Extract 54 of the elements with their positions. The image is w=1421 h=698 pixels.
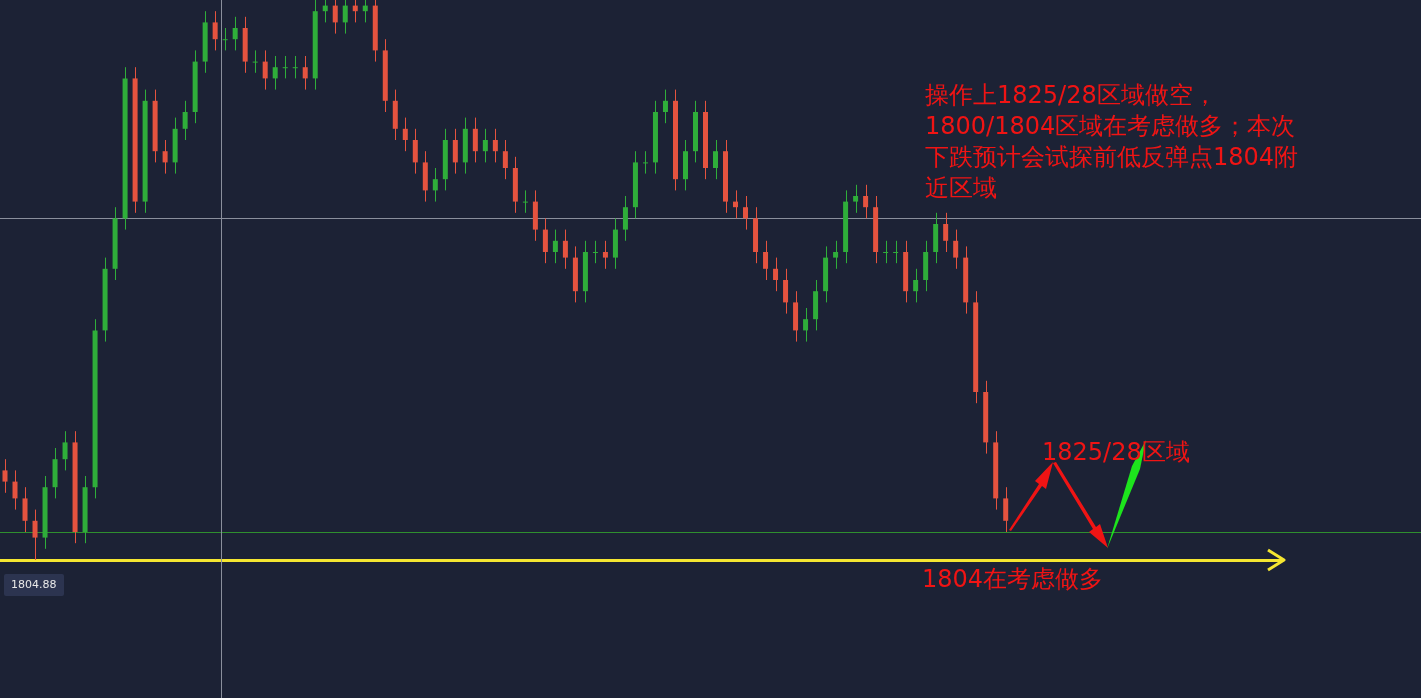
candlestick bbox=[743, 195, 749, 231]
candlestick bbox=[262, 49, 268, 91]
candlestick bbox=[592, 240, 598, 264]
candlestick bbox=[342, 0, 348, 35]
candlestick bbox=[452, 128, 458, 175]
annotation: 操作上1825/28区域做空，1800/1804区域在考虑做多；本次下跌预计会试探前低反弹点1804附近区域 bbox=[925, 80, 1300, 204]
candlestick bbox=[763, 240, 769, 281]
candlestick bbox=[272, 55, 278, 91]
candlestick bbox=[292, 55, 298, 79]
candlestick bbox=[402, 117, 408, 152]
candlestick bbox=[22, 486, 28, 533]
candlestick bbox=[863, 184, 869, 219]
candlestick bbox=[212, 10, 218, 51]
candlestick bbox=[332, 0, 338, 35]
candlestick bbox=[542, 217, 548, 264]
candlestick bbox=[282, 55, 288, 79]
candlestick bbox=[472, 117, 478, 163]
candlestick bbox=[302, 55, 308, 91]
candlestick bbox=[432, 167, 438, 203]
candlestick bbox=[602, 240, 608, 270]
candlestick bbox=[883, 240, 889, 264]
candlestick bbox=[893, 240, 899, 264]
candlestick bbox=[1003, 486, 1009, 533]
candlestick bbox=[12, 469, 18, 511]
candlestick bbox=[913, 268, 919, 303]
candlestick bbox=[252, 49, 258, 74]
candlestick bbox=[412, 128, 418, 175]
annotation: 1825/28区域 bbox=[1042, 437, 1190, 468]
candlestick bbox=[502, 139, 508, 180]
candlestick bbox=[642, 150, 648, 175]
candlestick bbox=[803, 307, 809, 343]
candlestick bbox=[943, 212, 949, 253]
candlestick bbox=[562, 229, 568, 270]
candlestick bbox=[232, 16, 238, 51]
candlestick bbox=[552, 229, 558, 264]
candlestick bbox=[662, 89, 668, 124]
candlestick bbox=[182, 100, 188, 141]
candlestick bbox=[222, 27, 228, 51]
candlestick bbox=[713, 139, 719, 180]
candlestick bbox=[62, 430, 68, 471]
candlestick bbox=[853, 184, 859, 214]
candlestick bbox=[492, 128, 498, 163]
candlestick bbox=[32, 509, 38, 561]
candlestick bbox=[482, 128, 488, 163]
candlestick bbox=[773, 257, 779, 292]
candlestick bbox=[953, 229, 959, 270]
candlestick bbox=[522, 189, 528, 214]
text: 1804在考虑做多 bbox=[922, 564, 1104, 595]
candlestick bbox=[622, 195, 628, 242]
text: 1804.88 bbox=[4, 574, 64, 596]
candlestick bbox=[783, 268, 789, 315]
candlestick bbox=[2, 458, 8, 494]
candlestick bbox=[833, 240, 839, 270]
candlestick bbox=[162, 139, 168, 175]
